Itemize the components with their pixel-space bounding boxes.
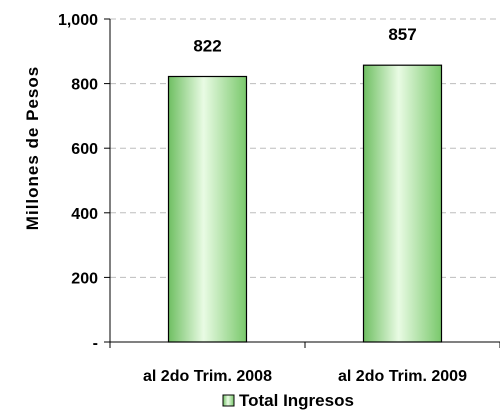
- data-label: 822: [193, 36, 221, 55]
- y-tick-label: 400: [71, 206, 98, 223]
- x-category-label: al 2do Trim. 2008: [143, 368, 272, 385]
- data-label: 857: [388, 25, 416, 44]
- x-category-label: al 2do Trim. 2009: [338, 368, 467, 385]
- y-tick-label: 600: [71, 141, 98, 158]
- bars: [167, 64, 443, 343]
- bar: [167, 75, 248, 343]
- y-tick-label: 800: [71, 77, 98, 94]
- y-tick-label: 200: [71, 270, 98, 287]
- legend: Total Ingresos: [222, 391, 354, 410]
- y-tick-label: 1,000: [58, 12, 98, 29]
- y-axis-title: Millones de Pesos: [23, 66, 42, 230]
- bar: [362, 64, 443, 343]
- legend-swatch: [222, 394, 235, 407]
- legend-label: Total Ingresos: [239, 391, 354, 410]
- y-tick-label: -: [93, 335, 98, 352]
- labels: - 200 400 600 800 1,000 822 al 2do Trim. 2008 85…: [58, 12, 467, 385]
